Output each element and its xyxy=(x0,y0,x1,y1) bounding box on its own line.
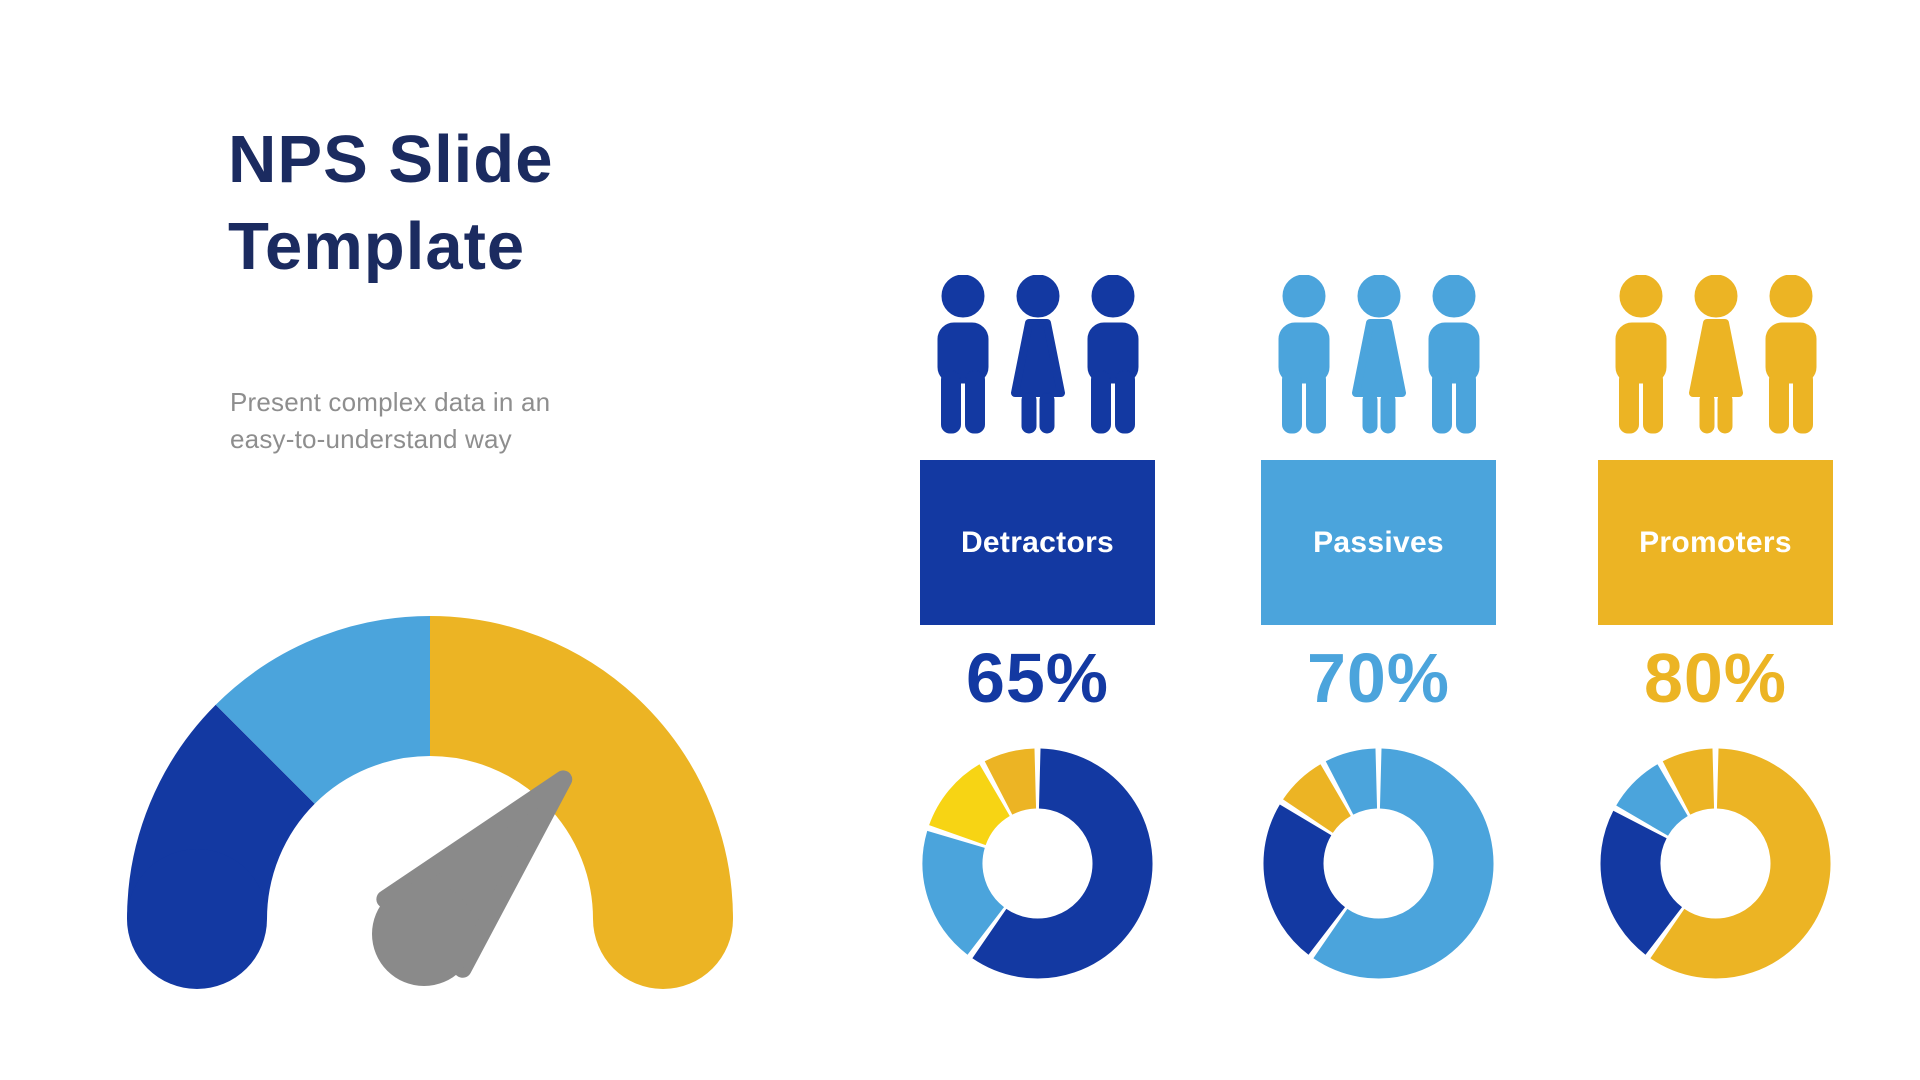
group-donut-chart-detractors xyxy=(922,748,1153,979)
donut-segment-detractors-2 xyxy=(929,764,1011,847)
donut-segment-detractors-3 xyxy=(984,748,1038,816)
donut-segment-passives-1 xyxy=(1263,804,1346,955)
donut-segment-passives-3 xyxy=(1325,748,1379,816)
donut-segment-promoters-1 xyxy=(1600,810,1683,955)
slide-subtitle: Present complex data in an easy-to-under… xyxy=(230,384,710,458)
gauge-left-cap xyxy=(127,849,267,989)
person-man-icon xyxy=(1278,275,1329,434)
gauge-svg xyxy=(127,616,733,989)
person-man-icon xyxy=(1428,275,1479,434)
donut-segment-promoters-2 xyxy=(1616,764,1689,837)
donut-segment-promoters-0 xyxy=(1650,748,1831,979)
group-column-detractors: Detractors 65% xyxy=(920,275,1155,981)
donut-segment-passives-0 xyxy=(1313,748,1494,979)
group-label-box-promoters: Promoters xyxy=(1598,460,1833,625)
group-percent-passives: 70% xyxy=(1306,639,1451,717)
donut-segment-detractors-0 xyxy=(972,748,1153,979)
group-donut-chart-promoters xyxy=(1600,748,1831,979)
donut-segment-promoters-3 xyxy=(1662,748,1716,816)
promoters-people-icons xyxy=(1615,275,1816,435)
nps-gauge-chart xyxy=(125,598,745,1038)
person-woman-icon xyxy=(1693,275,1739,433)
group-label-box-passives: Passives xyxy=(1261,460,1496,625)
person-woman-icon xyxy=(1356,275,1402,433)
group-label-box-detractors: Detractors xyxy=(920,460,1155,625)
group-column-passives: Passives 70% xyxy=(1261,275,1496,981)
group-percent-promoters: 80% xyxy=(1643,639,1788,717)
donut-segment-detractors-1 xyxy=(922,830,1005,955)
detractors-people-icons xyxy=(937,275,1138,435)
donut-segment-passives-2 xyxy=(1283,764,1352,834)
person-man-icon xyxy=(1087,275,1138,434)
person-man-icon xyxy=(937,275,988,434)
gauge-needle-pivot xyxy=(372,882,476,986)
group-column-promoters: Promoters 80% xyxy=(1598,275,1833,981)
passives-people-icons xyxy=(1278,275,1479,435)
slide-title-line1: NPS Slide xyxy=(228,122,554,197)
group-percent-detractors: 65% xyxy=(965,639,1110,717)
gauge-segment-passives-zone xyxy=(215,616,432,805)
slide-title-line2: Template xyxy=(228,209,526,285)
gauge-needle xyxy=(372,770,573,986)
group-donut-chart-passives xyxy=(1263,748,1494,979)
gauge-right-cap xyxy=(593,849,733,989)
person-woman-icon xyxy=(1015,275,1061,433)
slide-title: NPS Slide Template xyxy=(228,116,788,290)
person-man-icon xyxy=(1765,275,1816,434)
slide-subtitle-line2: easy-to-understand way xyxy=(230,423,512,454)
person-man-icon xyxy=(1615,275,1666,434)
slide-subtitle-line1: Present complex data in an xyxy=(230,387,551,417)
